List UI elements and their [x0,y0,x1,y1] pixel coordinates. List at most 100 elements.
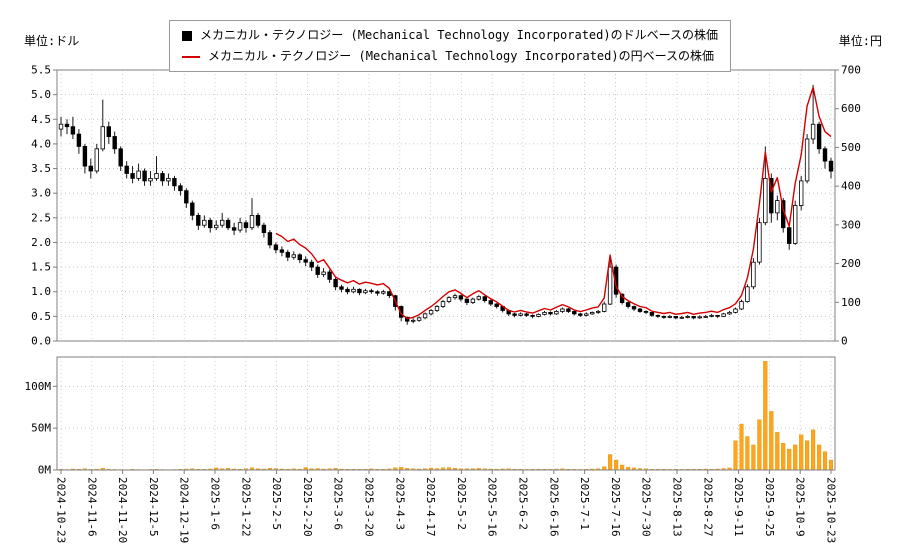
price-ytick-right: 100 [841,296,861,309]
candle-body [321,271,326,275]
candle-body [160,173,165,182]
candle-body [590,311,595,315]
candle-body [763,177,768,224]
volume-bar [793,444,798,471]
candle-body [536,313,541,317]
price-ytick-right: 300 [841,218,861,231]
volume-bar [763,361,768,471]
candle-body [476,296,481,300]
candle-body [464,298,470,303]
candle-body [100,126,105,150]
jpy-series-marker-icon [182,55,200,58]
candle-body [810,123,816,140]
volume-ytick: 0M [38,464,52,477]
legend-box: メカニカル・テクノロジー (Mechanical Technology Inco… [169,20,731,72]
candle-body [548,311,553,315]
candle-body [357,288,362,294]
candle-body [769,177,774,214]
candle-body [297,254,302,261]
candle-body [494,303,499,307]
volume-bar [620,464,625,471]
x-tick-label: 2025-5-2 [455,477,468,530]
candle-body [237,222,243,231]
candle-body [643,310,649,313]
price-ytick-left: 5.0 [31,88,51,101]
candle-body [596,310,601,313]
x-tick-label: 2025-3-6 [332,477,345,530]
legend-row-jpy: メカニカル・テクノロジー (Mechanical Technology Inco… [182,46,718,67]
candle-body [602,303,607,312]
candle-body [327,271,332,280]
candle-body [578,313,583,316]
candle-body [82,145,88,167]
candle-body [667,315,672,318]
candle-body [184,190,189,204]
volume-bar [733,440,738,471]
usd-candles [58,84,834,325]
x-tick-label: 2025-9-25 [763,477,776,537]
x-tick-label: 2025-7-30 [640,477,653,537]
candle-body [243,222,249,228]
candle-body [381,291,386,294]
candle-body [542,311,547,315]
panel-spines [56,69,836,471]
price-ytick-right: 0 [841,335,848,348]
candle-body [178,185,183,192]
price-ytick-right: 700 [841,64,861,77]
candle-body [679,316,684,319]
candle-body [739,301,744,310]
candle-body [524,313,529,316]
price-ytick-left: 4.0 [31,137,51,150]
legend-usd-label: メカニカル・テクノロジー (Mechanical Technology Inco… [200,28,718,42]
x-tick-label: 2025-6-16 [547,477,560,537]
candle-body [822,148,828,162]
candle-body [279,249,285,253]
candle-body [470,298,476,303]
candle-body [76,133,82,147]
price-ytick-left: 3.5 [31,162,51,175]
candle-body [488,300,493,305]
candle-body [697,316,702,319]
candle-body [655,314,661,317]
x-tick-label: 2025-6-2 [517,477,530,530]
candle-body [130,173,135,179]
volume-bar [805,440,810,471]
price-ytick-left: 0.0 [31,335,51,348]
candle-body [291,254,296,258]
candle-body [607,266,613,305]
candle-body [715,314,720,317]
candle-body [136,170,141,179]
x-tick-label: 2025-4-17 [424,477,437,537]
candle-body [202,219,207,226]
x-tick-label: 2024-12-19 [178,477,191,543]
candle-body [816,123,822,150]
candle-body [422,313,428,319]
candle-body [410,319,416,322]
candle-body [267,232,273,246]
candle-body [757,222,762,263]
candle-body [685,315,690,318]
jpy-price-line [275,86,832,320]
candle-body [709,314,714,317]
candle-body [345,288,350,293]
candle-body [649,311,655,316]
volume-bar [828,459,834,471]
axis-labels: 0.0 0.5 1.0 1.5 2.0 2.5 3.0 3.5 4.0 4.5 5.0 5.5 0 100… [25,64,861,544]
candle-body [703,315,708,318]
candle-body [673,315,678,319]
volume-bar [781,443,786,471]
candle-body [512,313,517,316]
candle-body [787,227,792,244]
price-ytick-left: 5.5 [31,64,51,77]
candle-body [482,296,487,302]
price-ytick-left: 4.5 [31,113,51,126]
price-ytick-left: 0.5 [31,310,51,323]
candle-body [721,313,726,317]
candle-body [416,317,422,321]
x-tick-label: 2025-10-23 [825,477,838,543]
x-tick-label: 2024-11-6 [85,477,98,537]
volume-bar [811,429,816,471]
candle-body [530,314,535,317]
candle-body [727,311,732,315]
